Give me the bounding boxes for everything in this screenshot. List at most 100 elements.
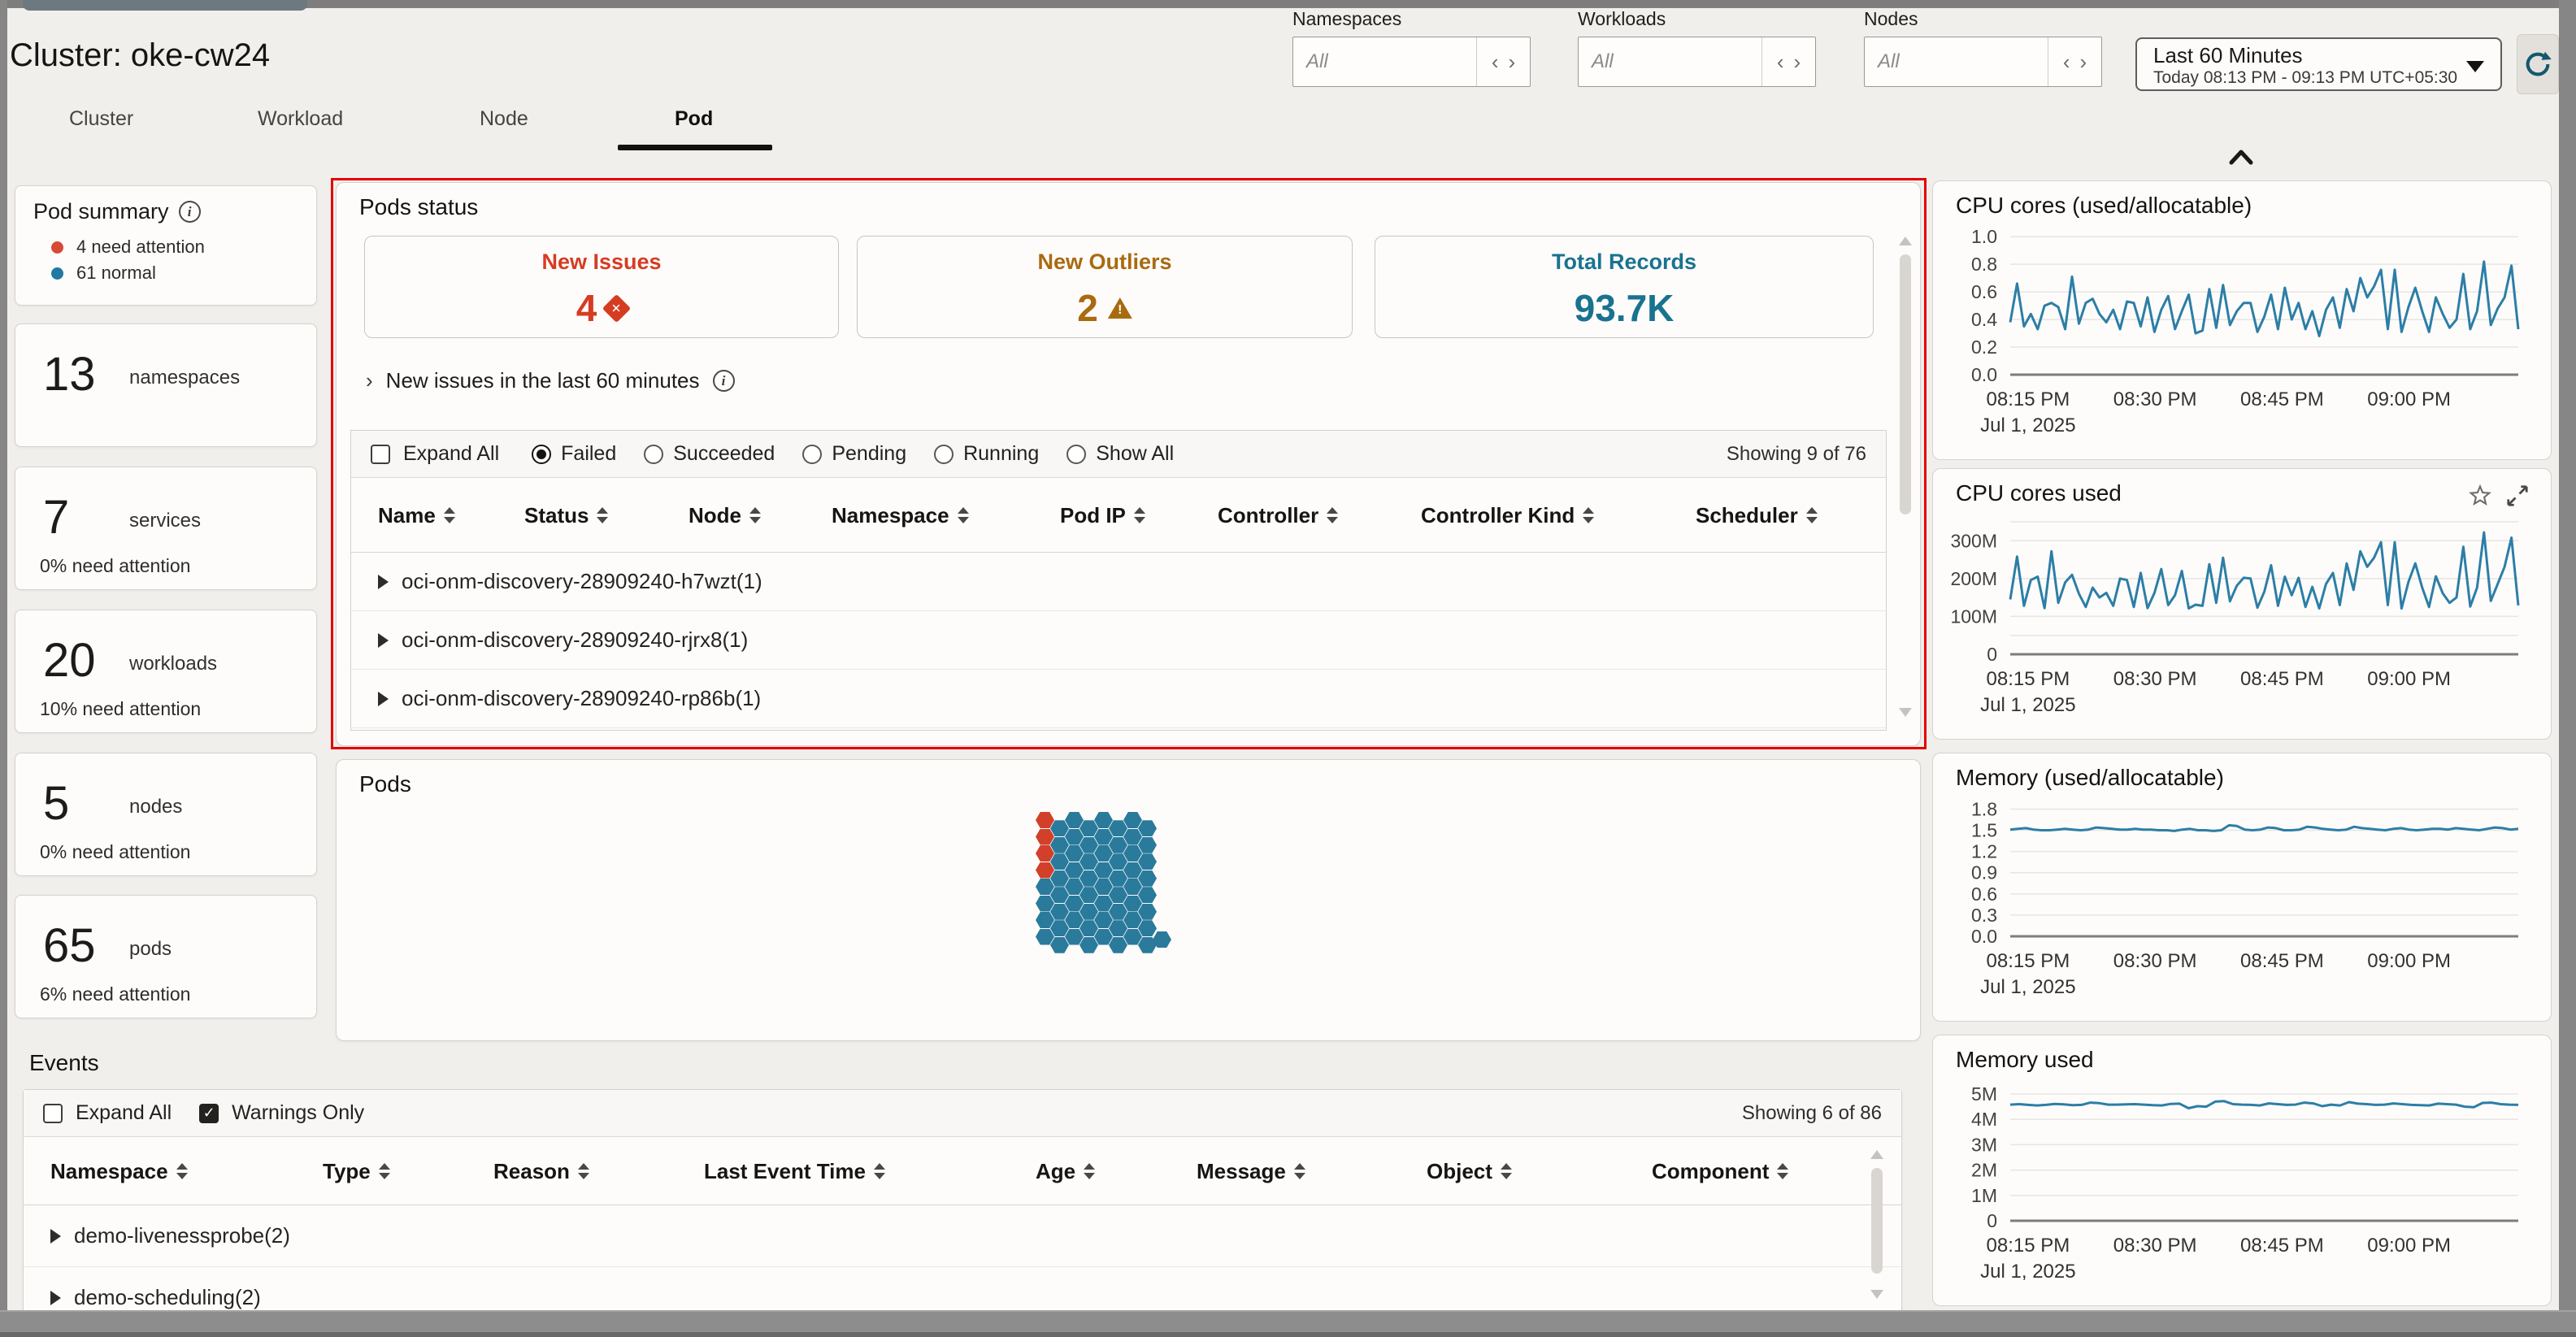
warnings-only-checkbox[interactable] bbox=[199, 1104, 219, 1123]
info-icon[interactable] bbox=[713, 370, 735, 392]
pod-hexagon[interactable] bbox=[1036, 812, 1054, 828]
sort-icon[interactable] bbox=[874, 1163, 885, 1179]
pod-hexagon[interactable] bbox=[1138, 870, 1157, 887]
pod-hexagon[interactable] bbox=[1109, 920, 1127, 936]
pod-hexagon[interactable] bbox=[1109, 820, 1127, 836]
star-icon[interactable] bbox=[2468, 484, 2492, 508]
pod-hexagon[interactable] bbox=[1065, 862, 1084, 879]
pod-hexagon[interactable] bbox=[1065, 896, 1084, 912]
pod-hexagon[interactable] bbox=[1123, 829, 1142, 845]
sidebar-card-nodes[interactable]: 5nodes0% need attention bbox=[15, 753, 317, 876]
pod-hexagon[interactable] bbox=[1094, 829, 1113, 845]
sort-icon[interactable] bbox=[379, 1163, 390, 1179]
pod-hexagon[interactable] bbox=[1036, 829, 1054, 845]
pod-hexagon[interactable] bbox=[1138, 820, 1157, 836]
sort-icon[interactable] bbox=[578, 1163, 589, 1179]
sort-icon[interactable] bbox=[1327, 507, 1338, 523]
pod-hexagon[interactable] bbox=[1138, 904, 1157, 920]
table-row[interactable]: demo-livenessprobe(2) bbox=[24, 1205, 1901, 1267]
stat-card-new-outliers[interactable]: New Outliers2 bbox=[857, 236, 1353, 338]
sort-icon[interactable] bbox=[1084, 1163, 1095, 1179]
nodes-filter-input[interactable]: All‹› bbox=[1864, 37, 2102, 87]
expand-all-checkbox[interactable] bbox=[371, 445, 390, 464]
sort-icon[interactable] bbox=[1294, 1163, 1305, 1179]
pager-next-icon[interactable]: › bbox=[1509, 50, 1516, 75]
pod-hexagon[interactable] bbox=[1065, 829, 1084, 845]
scrollbar-thumb[interactable] bbox=[1900, 254, 1911, 514]
pod-hexagon[interactable] bbox=[1065, 912, 1084, 928]
expand-icon[interactable] bbox=[2505, 484, 2530, 508]
pod-hexagon[interactable] bbox=[1036, 862, 1054, 879]
scrollbar-thumb[interactable] bbox=[1871, 1168, 1883, 1274]
pod-hexagon[interactable] bbox=[1050, 820, 1069, 836]
expand-caret-icon[interactable] bbox=[378, 633, 389, 648]
pod-hexagon[interactable] bbox=[1138, 853, 1157, 870]
pod-hexagon[interactable] bbox=[1050, 937, 1069, 953]
pager-prev-icon[interactable]: ‹ bbox=[2063, 50, 2070, 75]
expand-caret-icon[interactable] bbox=[50, 1291, 61, 1305]
pod-hexagon[interactable] bbox=[1123, 929, 1142, 945]
pod-hexagon[interactable] bbox=[1138, 837, 1157, 853]
pod-hexagon[interactable] bbox=[1109, 887, 1127, 903]
sort-icon[interactable] bbox=[749, 507, 761, 523]
pod-hexagon[interactable] bbox=[1109, 837, 1127, 853]
sort-icon[interactable] bbox=[176, 1163, 188, 1179]
refresh-button[interactable] bbox=[2517, 34, 2559, 94]
pod-hexagon[interactable] bbox=[1065, 879, 1084, 895]
pager-prev-icon[interactable]: ‹ bbox=[1777, 50, 1784, 75]
pod-hexagon[interactable] bbox=[1123, 862, 1142, 879]
pod-hexagon[interactable] bbox=[1079, 887, 1098, 903]
pod-hexagon[interactable] bbox=[1065, 812, 1084, 828]
pod-hexagon[interactable] bbox=[1079, 937, 1098, 953]
stat-card-new-issues[interactable]: New Issues4 bbox=[364, 236, 839, 338]
radio-show-all[interactable]: Show All bbox=[1066, 442, 1174, 466]
radio-succeeded[interactable]: Succeeded bbox=[644, 442, 775, 466]
pod-hexagon[interactable] bbox=[1050, 887, 1069, 903]
pager-prev-icon[interactable]: ‹ bbox=[1492, 50, 1499, 75]
pod-hexagon[interactable] bbox=[1138, 920, 1157, 936]
pod-hexagon[interactable] bbox=[1036, 845, 1054, 862]
sort-icon[interactable] bbox=[1806, 507, 1818, 523]
sort-icon[interactable] bbox=[1777, 1163, 1788, 1179]
pod-hexagon[interactable] bbox=[1050, 870, 1069, 887]
scrollbar-up-arrow[interactable] bbox=[1870, 1150, 1883, 1159]
pod-hexagon[interactable] bbox=[1050, 837, 1069, 853]
sidebar-card-services[interactable]: 7services0% need attention bbox=[15, 467, 317, 590]
pod-hexagon[interactable] bbox=[1123, 812, 1142, 828]
collapse-panel-chevron-icon[interactable] bbox=[2227, 148, 2255, 167]
expand-caret-icon[interactable] bbox=[378, 575, 389, 589]
pager-next-icon[interactable]: › bbox=[1794, 50, 1801, 75]
pod-hexagon[interactable] bbox=[1109, 937, 1127, 953]
tab-cluster[interactable]: Cluster bbox=[69, 107, 133, 131]
tab-node[interactable]: Node bbox=[480, 107, 528, 131]
sidebar-card-workloads[interactable]: 20workloads10% need attention bbox=[15, 610, 317, 733]
table-row[interactable]: oci-onm-discovery-28909240-rp86b(1) bbox=[351, 670, 1886, 728]
pod-hexagon[interactable] bbox=[1123, 845, 1142, 862]
pod-hexagon[interactable] bbox=[1050, 920, 1069, 936]
pod-hexagon[interactable] bbox=[1079, 870, 1098, 887]
pod-hexagon[interactable] bbox=[1094, 912, 1113, 928]
pod-hexagon[interactable] bbox=[1036, 879, 1054, 895]
pod-hexagon[interactable] bbox=[1109, 853, 1127, 870]
sort-icon[interactable] bbox=[444, 507, 455, 523]
tab-pod[interactable]: Pod bbox=[675, 107, 713, 131]
pod-hexagon[interactable] bbox=[1094, 845, 1113, 862]
pager-next-icon[interactable]: › bbox=[2080, 50, 2087, 75]
pod-hexagon[interactable] bbox=[1109, 870, 1127, 887]
pod-hexagon[interactable] bbox=[1050, 904, 1069, 920]
time-range-select[interactable]: Last 60 Minutes Today 08:13 PM - 09:13 P… bbox=[2135, 37, 2502, 91]
pod-hexagon[interactable] bbox=[1094, 862, 1113, 879]
expand-caret-icon[interactable] bbox=[50, 1229, 61, 1244]
sort-icon[interactable] bbox=[1583, 507, 1594, 523]
pod-hexagon[interactable] bbox=[1036, 912, 1054, 928]
sidebar-card-pods[interactable]: 65pods6% need attention bbox=[15, 895, 317, 1018]
scrollbar-down-arrow[interactable] bbox=[1870, 1290, 1883, 1299]
new-issues-expander[interactable]: › New issues in the last 60 minutes bbox=[366, 368, 735, 393]
pod-hexagon[interactable] bbox=[1079, 920, 1098, 936]
scrollbar-down-arrow[interactable] bbox=[1899, 708, 1912, 717]
sort-icon[interactable] bbox=[1501, 1163, 1512, 1179]
pod-hexagon[interactable] bbox=[1094, 812, 1113, 828]
radio-failed[interactable]: Failed bbox=[532, 442, 616, 466]
sort-icon[interactable] bbox=[1134, 507, 1145, 523]
pod-hexagon[interactable] bbox=[1138, 887, 1157, 903]
